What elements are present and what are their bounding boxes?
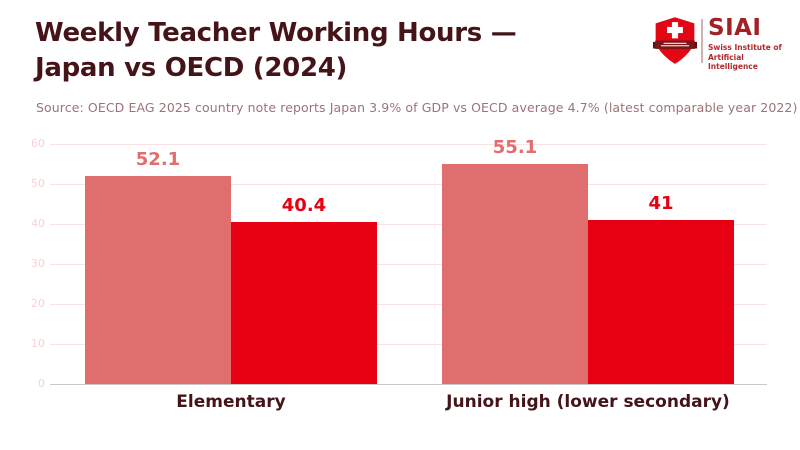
y-tick-label: 30 xyxy=(31,257,45,270)
title-line-1: Weekly Teacher Working Hours — xyxy=(35,18,517,48)
y-tick-label: 0 xyxy=(38,377,45,390)
gridline xyxy=(50,224,767,225)
value-label-japan-junior-high: 55.1 xyxy=(492,136,538,158)
siai-logo: SIAI Swiss Institute of Artificial Intel… xyxy=(653,15,793,71)
value-label-japan-elementary: 52.1 xyxy=(135,148,181,170)
gridline xyxy=(50,264,767,265)
swiss-shield-icon xyxy=(653,17,697,64)
logo-text-block: SIAI Swiss Institute of Artificial Intel… xyxy=(708,15,793,72)
y-tick-label: 20 xyxy=(31,297,45,310)
category-label-junior-high: Junior high (lower secondary) xyxy=(446,392,730,412)
bar-oecd-junior-high xyxy=(588,220,734,384)
gridline xyxy=(50,144,767,145)
logo-acronym: SIAI xyxy=(708,15,762,41)
bar-japan-elementary xyxy=(85,175,231,384)
logo-org-name: Swiss Institute of Artificial Intelligen… xyxy=(708,43,793,72)
logo-org-line-2: Artificial Intelligence xyxy=(708,52,758,72)
value-label-oecd-elementary: 40.4 xyxy=(281,195,327,217)
bar-oecd-elementary xyxy=(231,222,377,384)
gridline xyxy=(50,344,767,345)
title-line-2: Japan vs OECD (2024) xyxy=(35,53,348,83)
y-tick-label: 40 xyxy=(31,217,45,230)
source-note: Source: OECD EAG 2025 country note repor… xyxy=(36,100,798,115)
value-label-oecd-junior-high: 41 xyxy=(648,193,674,214)
y-tick-label: 50 xyxy=(31,177,45,190)
category-label-elementary: Elementary xyxy=(176,392,286,412)
gridline xyxy=(50,184,767,185)
logo-divider xyxy=(701,19,703,63)
y-tick-label: 60 xyxy=(31,137,45,150)
bar-japan-junior-high xyxy=(442,163,588,384)
bar-chart: 0 10 20 30 40 50 60 Elementary 52.1 40.4 Junior hi… xyxy=(0,130,800,440)
logo-org-line-1: Swiss Institute of xyxy=(708,43,782,52)
gridline xyxy=(50,304,767,305)
x-axis-line xyxy=(50,384,767,385)
page-title: Weekly Teacher Working Hours — Japan vs … xyxy=(35,16,517,86)
y-tick-label: 10 xyxy=(31,337,45,350)
